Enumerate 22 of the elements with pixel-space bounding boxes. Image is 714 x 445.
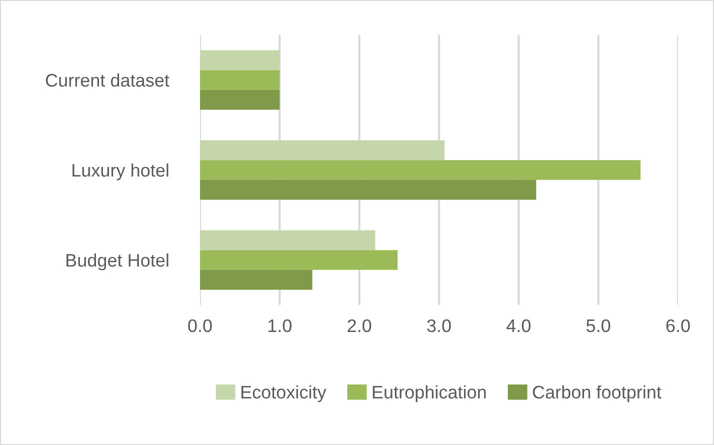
bar [200, 70, 280, 90]
x-tick-label: 3.0 [427, 319, 451, 332]
legend-label: Eutrophication [372, 385, 486, 402]
x-tick-label: 4.0 [506, 319, 531, 332]
x-tick-label: 2.0 [348, 319, 372, 332]
y-tick-label: Luxury hotel [72, 163, 168, 180]
x-tick-label: 0.0 [188, 319, 212, 332]
x-tick-label: 5.0 [586, 319, 610, 332]
legend-label: Carbon footprint [532, 385, 662, 402]
y-tick-label: Current dataset [46, 73, 170, 87]
bar [200, 50, 280, 70]
bar [200, 160, 641, 180]
legend-label: Ecotoxicity [241, 385, 326, 402]
bar [200, 140, 445, 160]
bar [200, 230, 376, 250]
x-tick-label: 6.0 [666, 319, 690, 332]
bar [200, 270, 312, 290]
bar [200, 90, 280, 110]
bar [200, 250, 398, 270]
x-tick-label: 1.0 [268, 319, 292, 332]
bar [200, 180, 536, 200]
y-tick-label: Budget Hotel [66, 253, 168, 270]
